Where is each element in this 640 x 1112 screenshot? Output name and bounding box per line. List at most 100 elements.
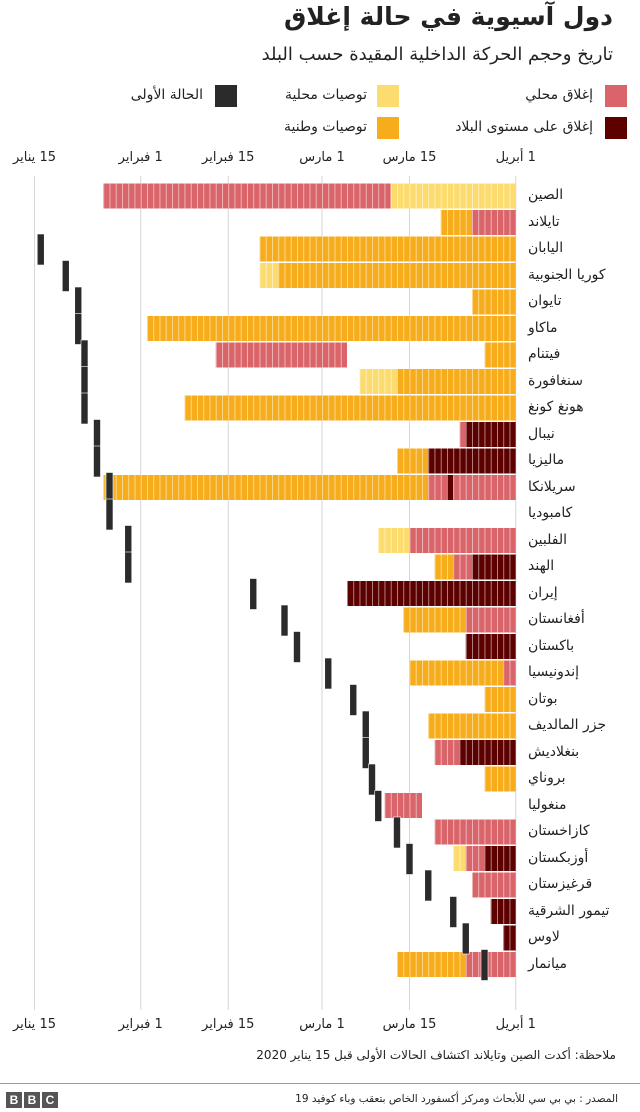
- tick-label-bottom: 1 مارس: [299, 1017, 345, 1032]
- day-stripes: [434, 819, 516, 845]
- country-label: جزر المالديف: [528, 717, 607, 733]
- day-stripes: [472, 554, 516, 580]
- day-stripes: [359, 369, 397, 394]
- country-label: أفغانستان: [528, 611, 585, 627]
- footnote: ملاحظة: أكدت الصين وتايلاند اكتشاف الحال…: [256, 1048, 616, 1062]
- day-stripes: [103, 183, 391, 209]
- day-stripes: [465, 422, 516, 447]
- first-case-marker: [280, 604, 289, 637]
- day-stripes: [465, 634, 516, 659]
- day-stripes: [259, 263, 279, 288]
- country-label: بنغلاديش: [528, 743, 580, 760]
- first-case-marker: [449, 896, 458, 928]
- first-case-marker: [461, 922, 470, 955]
- country-label: قرغيزستان: [528, 876, 593, 892]
- day-stripes: [147, 316, 516, 341]
- day-stripes: [378, 528, 410, 553]
- first-case-marker: [93, 445, 101, 478]
- day-stripes: [103, 475, 429, 500]
- country-label: إيران: [528, 584, 558, 601]
- day-stripes: [484, 846, 516, 871]
- first-case-marker: [424, 869, 433, 902]
- first-case-marker: [105, 498, 114, 531]
- legend-swatch-first-case: [215, 85, 237, 107]
- country-label: كامبوديا: [528, 505, 573, 521]
- day-stripes: [472, 289, 516, 315]
- country-label: بوتان: [528, 690, 558, 707]
- day-stripes: [384, 793, 422, 818]
- day-stripes: [484, 342, 516, 368]
- legend-label-local-advice: توصيات محلية: [284, 87, 367, 103]
- country-label: اليابان: [528, 240, 564, 256]
- legend-label-local-lockdown: إغلاق محلي: [525, 87, 593, 103]
- day-stripes: [453, 554, 472, 580]
- country-label: ماكاو: [528, 319, 558, 336]
- tick-label-top: 15 يناير: [13, 150, 56, 165]
- day-stripes: [390, 183, 516, 209]
- day-stripes: [459, 740, 516, 765]
- country-label: باكستان: [528, 637, 575, 654]
- day-stripes: [409, 660, 504, 686]
- day-stripes: [472, 872, 516, 898]
- day-stripes: [347, 581, 516, 606]
- legend-swatch-local-advice: [377, 85, 399, 107]
- day-stripes: [447, 475, 454, 500]
- country-label: كازاخستان: [528, 823, 590, 839]
- day-stripes: [215, 342, 347, 368]
- day-stripes: [453, 846, 466, 871]
- first-case-marker: [80, 392, 89, 425]
- tick-label-bottom: 15 يناير: [13, 1017, 56, 1032]
- legend-swatch-national-advice: [377, 117, 399, 139]
- first-case-marker: [36, 233, 45, 266]
- country-label: سريلانكا: [528, 478, 576, 495]
- first-case-marker: [480, 949, 489, 981]
- country-label: الفلبين: [528, 531, 567, 548]
- tick-label-top: 1 أبريل: [495, 150, 536, 165]
- country-label: سنغافورة: [528, 372, 583, 389]
- country-label: لاوس: [528, 929, 560, 945]
- first-case-marker: [74, 313, 83, 345]
- day-stripes: [472, 210, 516, 235]
- tick-label-top: 15 فبراير: [202, 150, 255, 165]
- day-stripes: [428, 713, 516, 739]
- country-label: إندونيسيا: [528, 664, 579, 680]
- first-case-marker: [324, 657, 333, 690]
- day-stripes: [434, 554, 454, 580]
- tick-label-top: 1 مارس: [299, 150, 345, 165]
- day-stripes: [490, 899, 516, 924]
- footer-divider: [0, 1083, 640, 1084]
- tick-label-top: 1 فبراير: [118, 150, 163, 165]
- country-label: تايلاند: [528, 213, 560, 230]
- country-label: بروناي: [528, 770, 566, 786]
- day-stripes: [428, 448, 516, 474]
- legend-label-first-case: الحالة الأولى: [130, 87, 203, 103]
- day-stripes: [503, 660, 516, 686]
- country-label: هونغ كونغ: [528, 399, 584, 415]
- legend-label-national-lockdown: إغلاق على مستوى البلاد: [455, 119, 593, 135]
- day-stripes: [484, 687, 516, 712]
- day-stripes: [259, 236, 516, 262]
- day-stripes: [453, 475, 516, 500]
- first-case-marker: [361, 737, 370, 769]
- tick-label-bottom: 15 مارس: [382, 1017, 437, 1032]
- day-stripes: [484, 766, 516, 792]
- day-stripes: [397, 952, 466, 977]
- chart-title: دول آسيوية في حالة إغلاق: [283, 2, 613, 31]
- first-case-marker: [368, 763, 376, 796]
- country-label: كوريا الجنوبية: [528, 266, 606, 283]
- day-stripes: [459, 422, 466, 447]
- day-stripes: [465, 952, 516, 977]
- country-label: نيبال: [528, 425, 555, 442]
- day-stripes: [409, 528, 516, 553]
- day-stripes: [403, 607, 466, 633]
- country-label: الهند: [528, 558, 555, 574]
- source-text: المصدر : بي بي سي للأبحاث ومركز أكسفورد …: [295, 1093, 618, 1105]
- country-label: ميانمار: [528, 955, 568, 972]
- first-case-marker: [124, 551, 133, 584]
- country-label: تيمور الشرقية: [528, 902, 610, 919]
- day-stripes: [397, 448, 429, 474]
- legend-swatch-local-lockdown: [605, 85, 627, 107]
- first-case-marker: [393, 816, 401, 849]
- tick-label-bottom: 1 فبراير: [118, 1017, 163, 1032]
